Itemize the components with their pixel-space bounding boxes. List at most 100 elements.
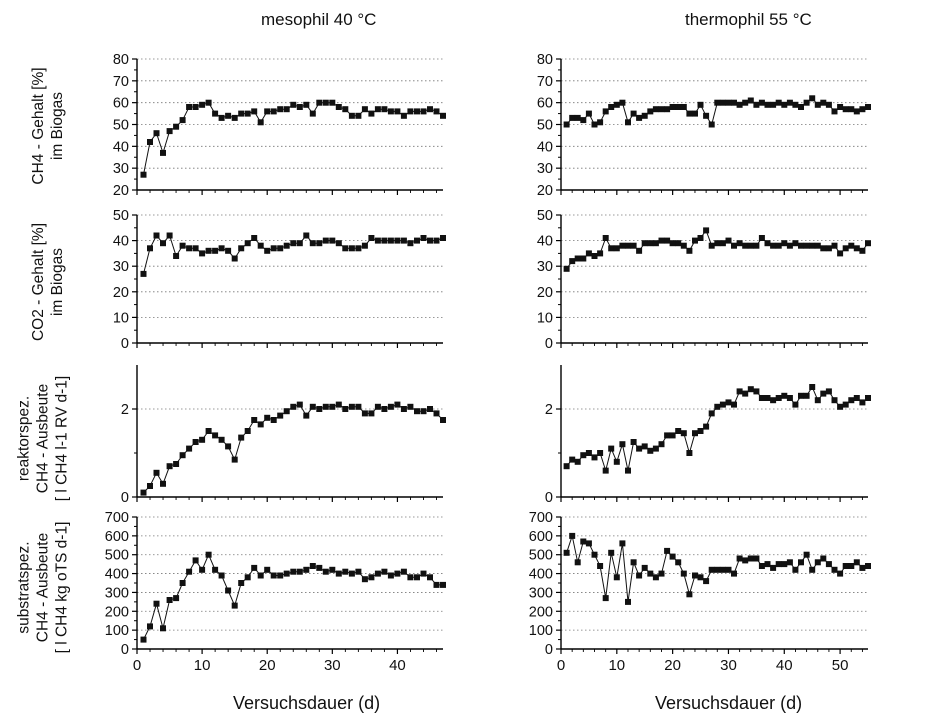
panel-mesophil-row3-data-point: [322, 403, 329, 410]
panel-mesophil-row4-xtick-label: 30: [324, 657, 341, 674]
panel-mesophil-row4-data-point: [361, 576, 368, 583]
panel-thermophil-row4-data-point: [781, 561, 788, 568]
panel-thermophil-row3-series-line: [566, 385, 869, 473]
panel-thermophil-row4-data-point: [563, 549, 570, 556]
panel-mesophil-row1-data-point: [335, 104, 342, 110]
panel-thermophil-row3-data-point: [803, 392, 810, 399]
panel-thermophil-row1-data-point: [809, 95, 816, 102]
panel-thermophil-row3-data-point: [591, 454, 598, 461]
panel-thermophil-row4-data-point: [725, 566, 732, 573]
panel-thermophil-row1-data-point: [597, 119, 604, 126]
panel-mesophil-row3-data-point: [160, 480, 166, 487]
panel-thermophil-row1-data-point: [658, 106, 665, 113]
panel-thermophil-row1-data-point: [680, 104, 687, 110]
panel-mesophil-row1-data-point: [205, 99, 212, 106]
panel-thermophil-row3-data-point: [798, 392, 804, 399]
panel-mesophil-row4-data-point: [160, 625, 166, 632]
panel-thermophil-row3-data-point: [697, 428, 704, 434]
panel-mesophil-row4-ytick-label: 100: [105, 623, 129, 639]
panel-mesophil-row4-data-point: [231, 602, 238, 609]
panel-thermophil-row1-data-point: [647, 108, 654, 115]
panel-mesophil-row2-data-point: [205, 247, 212, 254]
panel-mesophil-row4-data-point: [355, 568, 362, 575]
panel-thermophil-row4-data-point: [809, 566, 816, 573]
panel-thermophil-row3-data-point: [725, 399, 732, 406]
panel-thermophil-row3-data-point: [714, 403, 721, 410]
panel-mesophil-row1-ytick-label: 70: [113, 74, 129, 90]
panel-thermophil-row1-data-point: [608, 104, 615, 110]
panel-thermophil-row3-data-point: [837, 403, 844, 410]
panel-mesophil-row1-data-point: [166, 128, 173, 135]
panel-mesophil-row1-data-point: [433, 108, 440, 115]
panel-mesophil-row4-data-point: [264, 566, 271, 573]
panel-mesophil-row3-data-point: [355, 403, 362, 410]
panel-mesophil-row4-data-point: [147, 623, 153, 630]
panel-mesophil-row4-data-point: [322, 568, 329, 575]
panel-thermophil-row3-data-point: [597, 450, 604, 456]
panel-thermophil-row4-xtick-label: 20: [664, 657, 681, 674]
panel-mesophil-row1-data-point: [368, 110, 375, 117]
panel-mesophil-row1-data-point: [296, 104, 303, 110]
panel-thermophil-row1-data-point: [692, 110, 698, 117]
panel-mesophil-row2-data-point: [361, 242, 368, 249]
panel-mesophil-row3-data-point: [381, 406, 388, 412]
panel-thermophil-row4-data-point: [613, 574, 620, 581]
panel-mesophil-row2-ytick-label: 50: [113, 208, 129, 224]
panel-thermophil-row4-data-point: [602, 595, 609, 602]
panel-mesophil-row2-data-point: [231, 255, 238, 262]
panel-thermophil-row1-data-point: [842, 106, 849, 113]
panel-thermophil-row4-data-point: [820, 555, 827, 562]
panel-mesophil-row2-data-point: [166, 232, 173, 239]
panel-thermophil-row4-xtick-label: 50: [832, 657, 849, 674]
panel-thermophil-row1-data-point: [708, 121, 715, 128]
panel-thermophil-row1-data-point: [731, 99, 737, 106]
panel-thermophil-row1-data-point: [591, 121, 598, 128]
panel-thermophil-row3-data-point: [764, 395, 771, 401]
panel-mesophil-row4-data-point: [257, 572, 264, 579]
panel-thermophil-row2-data-point: [703, 227, 710, 234]
panel-mesophil-row3-data-point: [218, 436, 225, 443]
panel-mesophil-row4-data-point: [368, 574, 375, 581]
panel-mesophil-row2-data-point: [414, 237, 420, 244]
panel-mesophil-row2-data-point: [173, 253, 180, 259]
panel-thermophil-row2-data-point: [865, 240, 871, 247]
panel-mesophil-row4-data-point: [173, 595, 180, 602]
panel-thermophil-row2-data-point: [786, 242, 793, 249]
panel-mesophil-row1-data-point: [342, 106, 349, 113]
panel-mesophil-row4-data-point: [440, 581, 446, 588]
panel-mesophil-row2-data-point: [303, 232, 310, 239]
panel-mesophil-row1-data-point: [218, 114, 225, 121]
panel-thermophil-row3-data-point: [775, 395, 782, 401]
panel-thermophil-row3-data-point: [825, 388, 832, 395]
panel-thermophil-row4-data-point: [731, 570, 737, 577]
panel-thermophil-row1-data-point: [625, 119, 631, 126]
panel-mesophil-row4-ytick-label: 0: [121, 642, 129, 658]
panel-mesophil-row1-data-point: [225, 112, 232, 119]
panel-thermophil-row1-data-point: [747, 97, 754, 104]
column-title-thermophil: thermophil 55 °C: [685, 10, 812, 29]
panel-thermophil-row2-data-point: [814, 242, 821, 249]
panel-thermophil-row3-data-point: [641, 443, 648, 450]
panel-thermophil-row3-data-point: [574, 458, 581, 465]
panel-thermophil-row2-data-point: [820, 245, 827, 252]
panel-thermophil-row3-data-point: [820, 390, 827, 397]
panel-mesophil-row2-data-point: [238, 245, 245, 252]
panel-mesophil-row1-ytick-label: 40: [113, 139, 129, 155]
panel-thermophil-row2-ytick-label: 40: [537, 234, 553, 250]
panel-thermophil-row2-data-point: [630, 242, 637, 249]
panel-mesophil-row3-data-point: [166, 463, 173, 470]
panel-mesophil-row2-data-point: [147, 245, 153, 252]
panel-mesophil-row1-data-point: [140, 171, 147, 178]
panel-thermophil-row3-data-point: [792, 401, 799, 408]
panel-mesophil-row2-data-point: [225, 247, 232, 254]
panel-thermophil-row1-data-point: [753, 101, 760, 108]
panel-thermophil-row4-data-point: [625, 598, 631, 605]
panel-thermophil-row1-data-point: [837, 104, 844, 110]
panel-thermophil-row3-data-point: [647, 447, 654, 454]
panel-mesophil-row3-data-point: [303, 412, 310, 419]
panel-thermophil-row3-data-point: [848, 397, 855, 404]
panel-thermophil-row4-data-point: [753, 555, 760, 562]
panel-thermophil-row3-data-point: [719, 401, 726, 408]
panel-mesophil-row1-data-point: [316, 99, 323, 106]
panel-mesophil-row4-data-point: [414, 574, 420, 581]
